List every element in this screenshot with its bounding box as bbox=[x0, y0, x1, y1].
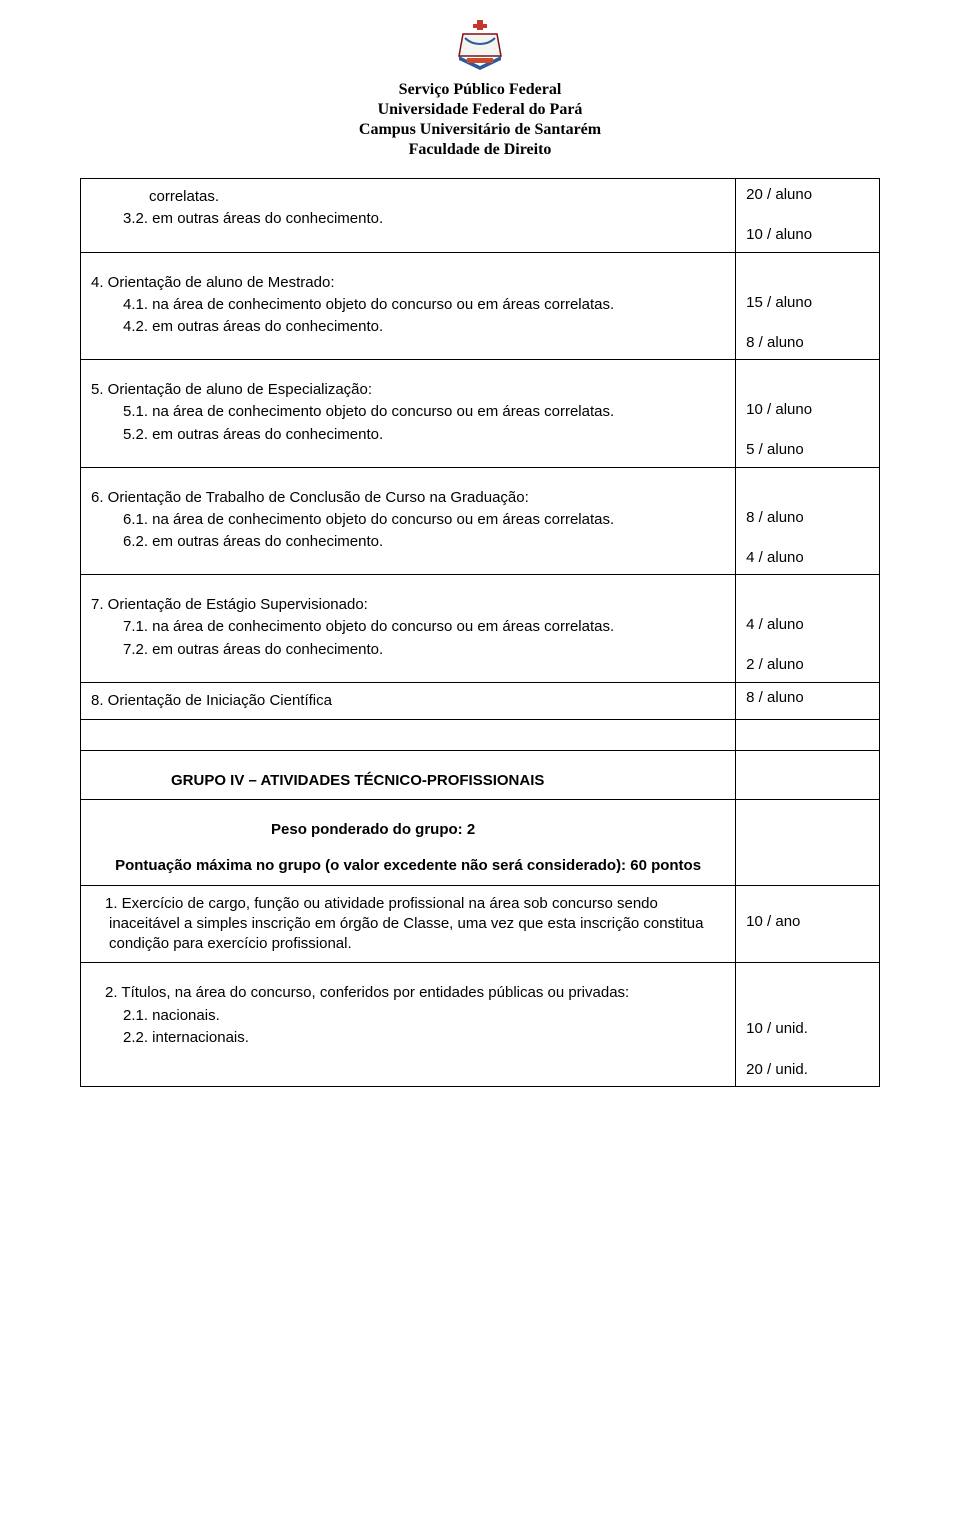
table-row: Peso ponderado do grupo: 2 Pontuação máx… bbox=[81, 800, 880, 886]
item-title: 4. Orientação de aluno de Mestrado: bbox=[91, 273, 725, 293]
group-title: GRUPO IV – ATIVIDADES TÉCNICO-PROFISSION… bbox=[91, 771, 725, 791]
item-text: 5.2. em outras áreas do conhecimento. bbox=[91, 425, 725, 445]
points-value: 2 / aluno bbox=[746, 655, 869, 675]
item-title: 6. Orientação de Trabalho de Conclusão d… bbox=[91, 488, 725, 508]
document-header: Serviço Público Federal Universidade Fed… bbox=[80, 20, 880, 160]
table-row: 1. Exercício de cargo, função ou ativida… bbox=[81, 885, 880, 963]
item-title: 5. Orientação de aluno de Especialização… bbox=[91, 380, 725, 400]
item-text: 2.1. nacionais. bbox=[91, 1006, 725, 1026]
institution-logo bbox=[457, 20, 503, 76]
header-line-2: Universidade Federal do Pará bbox=[80, 100, 880, 120]
item-text: correlatas. bbox=[91, 187, 725, 207]
points-value: 8 / aluno bbox=[746, 333, 869, 353]
table-row: correlatas. 3.2. em outras áreas do conh… bbox=[81, 179, 880, 253]
points-value: 8 / aluno bbox=[746, 508, 869, 528]
item-text: 1. Exercício de cargo, função ou ativida… bbox=[91, 894, 725, 955]
points-value: 20 / unid. bbox=[746, 1060, 869, 1080]
points-value: 5 / aluno bbox=[746, 440, 869, 460]
points-value: 4 / aluno bbox=[746, 615, 869, 635]
item-text: 6.2. em outras áreas do conhecimento. bbox=[91, 532, 725, 552]
table-row: GRUPO IV – ATIVIDADES TÉCNICO-PROFISSION… bbox=[81, 750, 880, 799]
table-row: 2. Títulos, na área do concurso, conferi… bbox=[81, 963, 880, 1087]
header-line-3: Campus Universitário de Santarém bbox=[80, 120, 880, 140]
item-text: 4.2. em outras áreas do conhecimento. bbox=[91, 317, 725, 337]
header-line-4: Faculdade de Direito bbox=[80, 140, 880, 160]
points-value: 8 / aluno bbox=[746, 689, 869, 706]
table-row: 8. Orientação de Iniciação Científica 8 … bbox=[81, 682, 880, 719]
table-row: 4. Orientação de aluno de Mestrado: 4.1.… bbox=[81, 252, 880, 360]
item-text: 7.1. na área de conhecimento objeto do c… bbox=[91, 617, 725, 637]
item-text: 6.1. na área de conhecimento objeto do c… bbox=[91, 510, 725, 530]
item-text: 3.2. em outras áreas do conhecimento. bbox=[91, 209, 725, 229]
header-line-1: Serviço Público Federal bbox=[80, 80, 880, 100]
points-value: 15 / aluno bbox=[746, 293, 869, 313]
item-text: 7.2. em outras áreas do conhecimento. bbox=[91, 640, 725, 660]
table-row bbox=[81, 719, 880, 750]
points-value: 10 / ano bbox=[746, 912, 869, 932]
group-max-points: Pontuação máxima no grupo (o valor exced… bbox=[91, 856, 725, 876]
table-row: 5. Orientação de aluno de Especialização… bbox=[81, 360, 880, 468]
item-title: 2. Títulos, na área do concurso, conferi… bbox=[91, 983, 725, 1003]
table-row: 6. Orientação de Trabalho de Conclusão d… bbox=[81, 467, 880, 575]
item-text: 4.1. na área de conhecimento objeto do c… bbox=[91, 295, 725, 315]
points-value: 4 / aluno bbox=[746, 548, 869, 568]
points-value: 10 / unid. bbox=[746, 1019, 869, 1039]
item-title: 7. Orientação de Estágio Supervisionado: bbox=[91, 595, 725, 615]
item-text: 5.1. na área de conhecimento objeto do c… bbox=[91, 402, 725, 422]
table-row: 7. Orientação de Estágio Supervisionado:… bbox=[81, 575, 880, 683]
item-title: 8. Orientação de Iniciação Científica bbox=[91, 691, 725, 711]
item-text: 2.2. internacionais. bbox=[91, 1028, 725, 1048]
points-value: 20 / aluno bbox=[746, 185, 869, 205]
points-value: 10 / aluno bbox=[746, 225, 869, 245]
points-value: 10 / aluno bbox=[746, 400, 869, 420]
scoring-table: correlatas. 3.2. em outras áreas do conh… bbox=[80, 178, 880, 1087]
group-weight: Peso ponderado do grupo: 2 bbox=[91, 820, 725, 840]
